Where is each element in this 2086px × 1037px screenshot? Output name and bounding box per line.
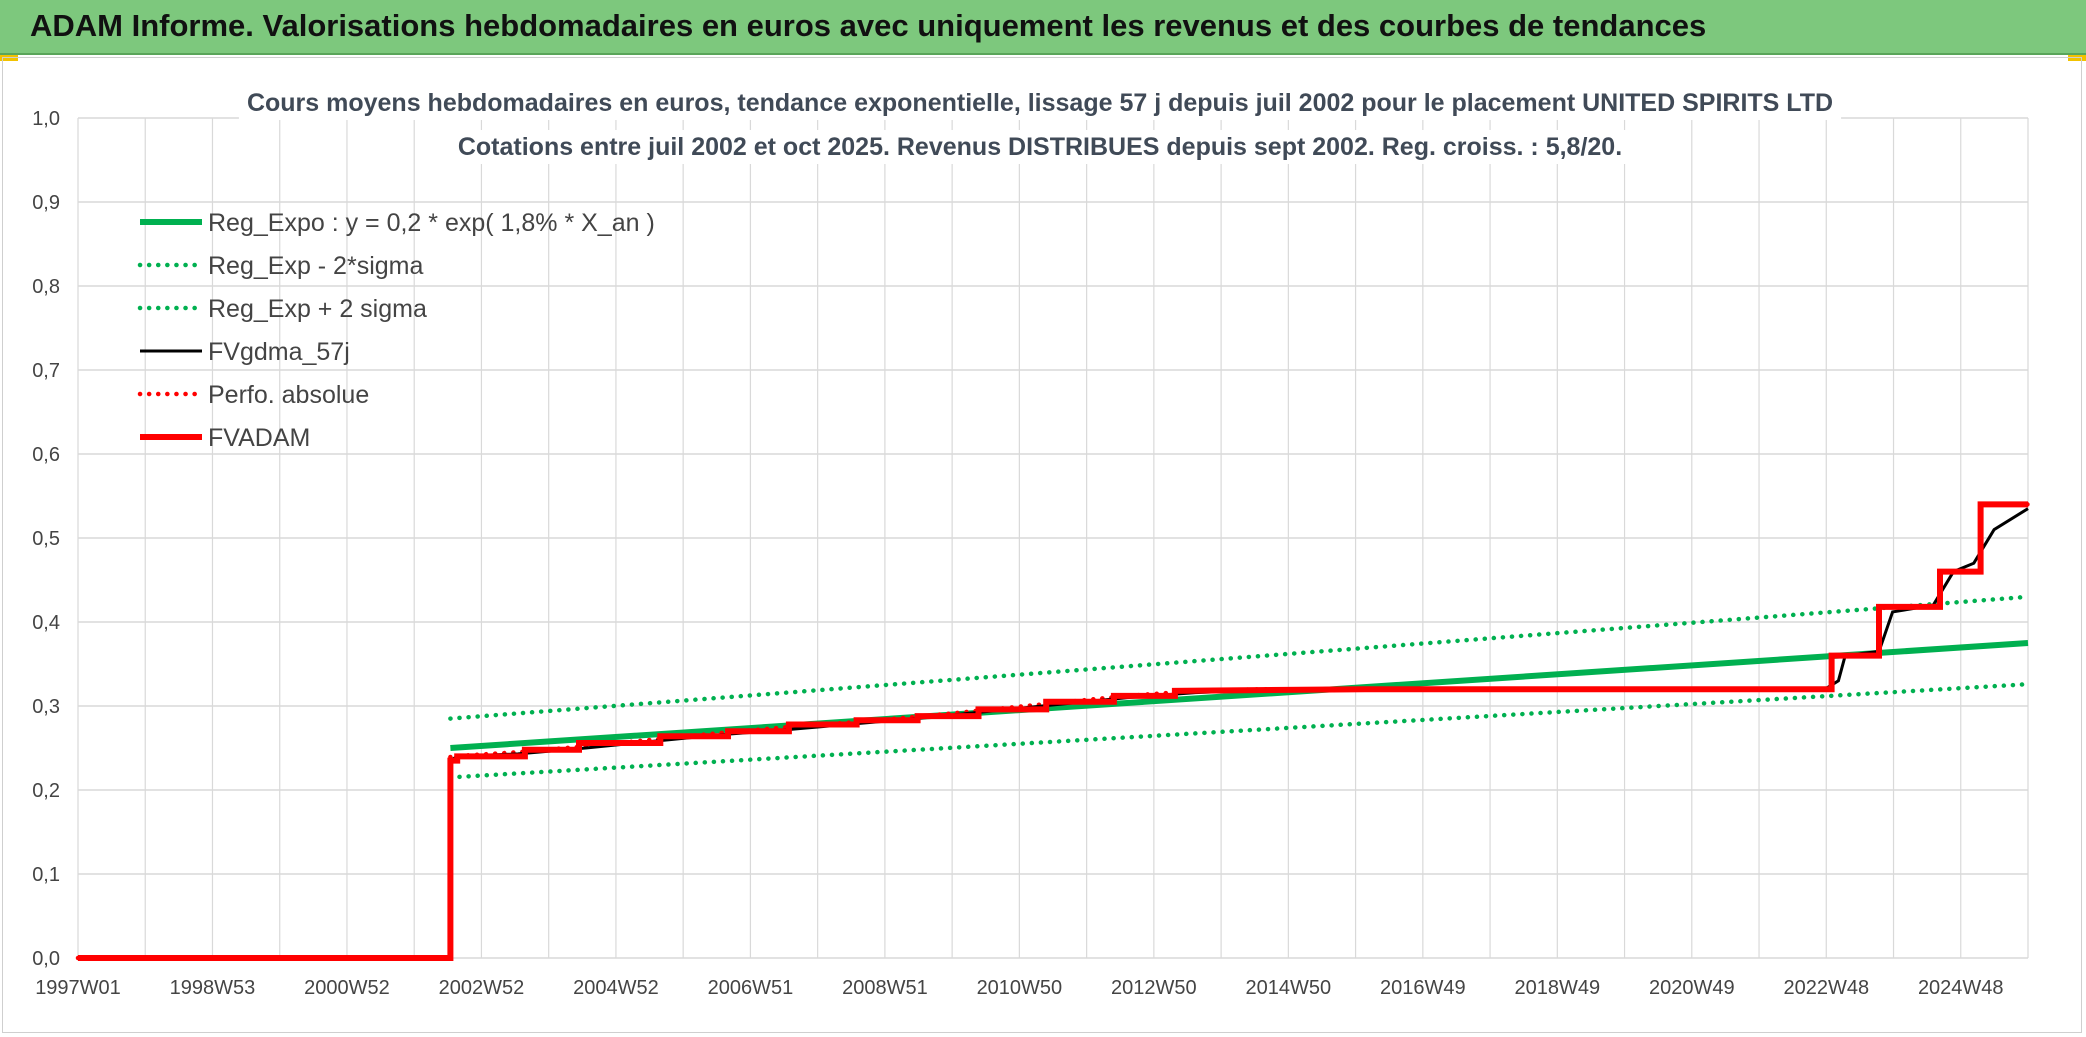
legend-label: Reg_Expo : y = 0,2 * exp( 1,8% * X_an ): [208, 209, 655, 237]
x-tick-label: 1997W01: [35, 977, 121, 999]
y-tick-label: 0,7: [32, 360, 60, 382]
y-tick-label: 0,5: [32, 528, 60, 550]
series-lines: [75, 501, 2031, 961]
x-tick-label: 2004W52: [573, 977, 659, 999]
legend-label: FVADAM: [208, 424, 310, 452]
chart-title-bg: [449, 130, 1631, 164]
chart-title: Cours moyens hebdomadaires en euros, ten…: [238, 86, 1842, 164]
y-tick-label: 0,9: [32, 192, 60, 214]
x-tick-label: 2024W48: [1918, 977, 2004, 999]
y-tick-label: 0,8: [32, 276, 60, 298]
y-tick-label: 0,1: [32, 864, 60, 886]
y-tick-label: 1,0: [32, 108, 60, 130]
x-tick-label: 2000W52: [304, 977, 390, 999]
x-tick-label: 2012W50: [1111, 977, 1197, 999]
header-banner: ADAM Informe. Valorisations hebdomadaire…: [0, 0, 2086, 55]
x-tick-label: 2022W48: [1783, 977, 1869, 999]
series-line: [448, 594, 2031, 721]
x-tick-label: 2018W49: [1514, 977, 1600, 999]
y-tick-label: 0,6: [32, 444, 60, 466]
x-tick-label: 2006W51: [708, 977, 794, 999]
series-line: [78, 507, 2029, 960]
x-tick-label: 2010W50: [977, 977, 1063, 999]
legend-label: Reg_Exp + 2 sigma: [208, 295, 427, 323]
y-axis-ticks: 0,0 0,1 0,2 0,3 0,4 0,5 0,6 0,7 0,8 0,9 1,0: [32, 108, 60, 970]
legend-label: Perfo. absolue: [208, 381, 369, 409]
series-line: [78, 501, 2028, 961]
grid-lines: [77, 117, 2029, 959]
x-tick-label: 2016W49: [1380, 977, 1466, 999]
legend-label: FVgdma_57j: [208, 338, 350, 366]
chart-frame: [2, 57, 2082, 1033]
y-tick-label: 0,2: [32, 780, 60, 802]
x-tick-label: 1998W53: [170, 977, 256, 999]
y-tick-label: 0,3: [32, 696, 60, 718]
corner-mark-right: [2068, 55, 2086, 61]
legend: Reg_Expo : y = 0,2 * exp( 1,8% * X_an ) R…: [137, 209, 655, 452]
chart-title-line: Cotations entre juil 2002 et oct 2025. R…: [458, 133, 1622, 161]
series-line: [75, 502, 2031, 961]
page-title: ADAM Informe. Valorisations hebdomadaire…: [30, 8, 1707, 43]
y-tick-label: 0,4: [32, 612, 60, 634]
y-tick-label: 0,0: [32, 948, 60, 970]
series-line: [448, 681, 2031, 780]
corner-mark-left: [0, 55, 18, 61]
series-line: [450, 640, 2029, 751]
chart-title-bg: [238, 86, 1842, 120]
x-tick-label: 2020W49: [1649, 977, 1735, 999]
chart-title-line: Cours moyens hebdomadaires en euros, ten…: [247, 89, 1833, 117]
x-tick-label: 2008W51: [842, 977, 928, 999]
x-axis-ticks: 1997W01 1998W53 2000W52 2002W52 2004W52 2006W…: [35, 977, 2003, 999]
x-tick-label: 2002W52: [439, 977, 525, 999]
legend-label: Reg_Exp - 2*sigma: [208, 252, 423, 280]
x-tick-label: 2014W50: [1246, 977, 1332, 999]
